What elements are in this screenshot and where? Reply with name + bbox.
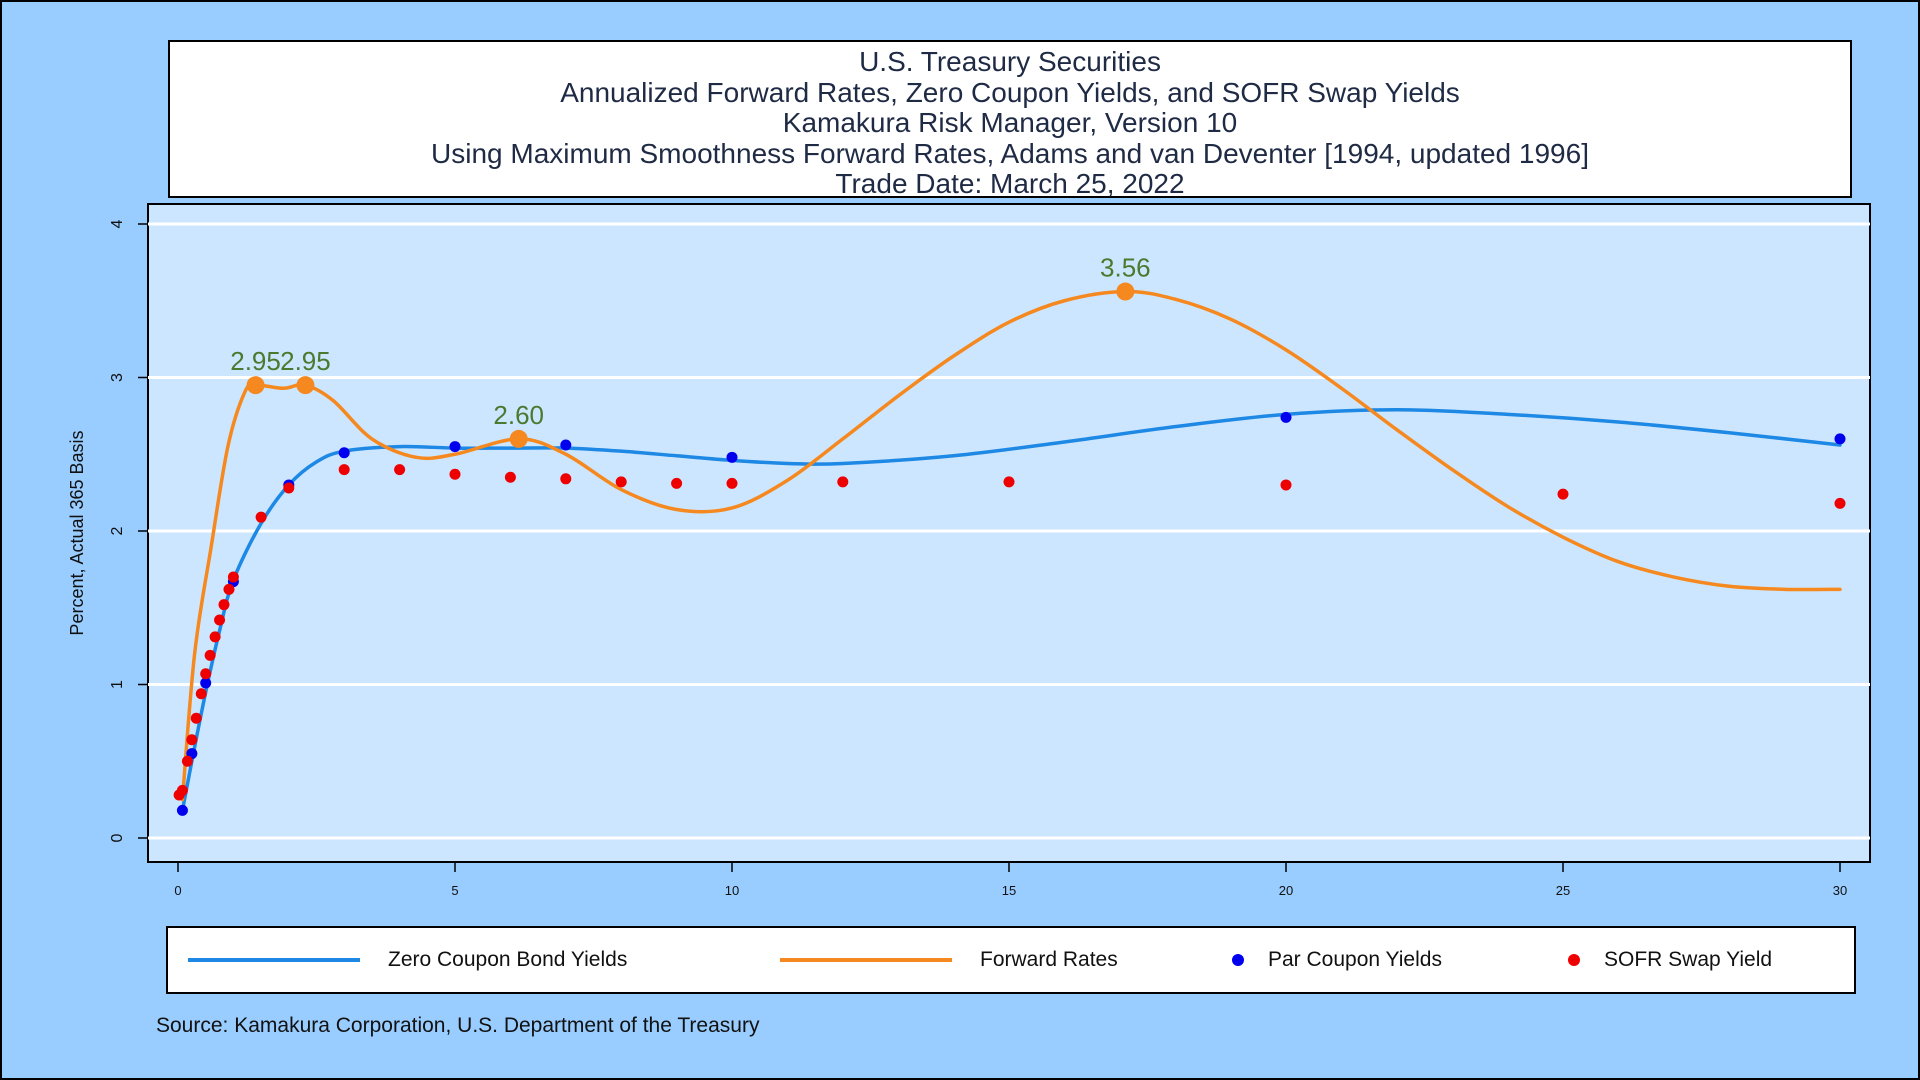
sofr-swap-point <box>1280 479 1292 491</box>
sofr-swap-point <box>394 464 406 476</box>
sofr-swap-point <box>1003 476 1015 488</box>
legend-swatch-forward <box>780 958 952 962</box>
x-tick-label: 30 <box>1833 883 1847 898</box>
y-axis-label: Percent, Actual 365 Basis <box>67 430 87 635</box>
peak-label: 2.60 <box>493 400 544 430</box>
peak-label: 3.56 <box>1100 253 1151 283</box>
par-coupon-point <box>338 447 350 459</box>
par-coupon-point <box>1834 433 1846 445</box>
legend-swatch-zero <box>188 958 360 962</box>
forward-peak-marker <box>1116 282 1135 301</box>
sofr-swap-point <box>615 476 627 488</box>
source-note: Source: Kamakura Corporation, U.S. Depar… <box>156 1014 760 1037</box>
legend-item-sofr: SOFR Swap Yield <box>1568 928 1772 992</box>
plot-area <box>147 203 1871 863</box>
title-line-1: U.S. Treasury Securities <box>859 46 1161 77</box>
x-tick-label: 20 <box>1279 883 1293 898</box>
sofr-swap-point <box>1834 497 1846 509</box>
forward-peak-marker <box>246 376 265 395</box>
sofr-swap-point <box>1557 488 1569 500</box>
sofr-swap-point <box>181 755 193 767</box>
par-coupon-point <box>176 804 188 816</box>
sofr-swap-point <box>283 482 295 494</box>
legend-label-sofr: SOFR Swap Yield <box>1604 948 1773 971</box>
peak-label: 2.95 <box>280 346 331 376</box>
par-coupon-point <box>1280 411 1292 423</box>
legend-label-forward: Forward Rates <box>980 948 1118 971</box>
par-coupon-point <box>200 677 212 689</box>
sofr-swap-point <box>504 471 516 483</box>
x-tick-label: 15 <box>1002 883 1016 898</box>
x-tick-label: 5 <box>451 883 458 898</box>
legend: Zero Coupon Bond Yields Forward Rates Pa… <box>166 926 1856 994</box>
sofr-swap-point <box>200 668 212 680</box>
sofr-swap-point <box>204 649 216 661</box>
y-tick-label: 3 <box>109 373 126 382</box>
x-tick-label: 25 <box>1556 883 1570 898</box>
sofr-swap-point <box>449 468 461 480</box>
par-coupon-point <box>726 451 738 463</box>
sofr-swap-point <box>190 712 202 724</box>
legend-item-forward: Forward Rates <box>780 928 1118 992</box>
x-tick-label: 10 <box>725 883 739 898</box>
title-line-4: Using Maximum Smoothness Forward Rates, … <box>431 137 1589 169</box>
zero-coupon-line <box>180 407 1842 813</box>
forward-peak-marker <box>296 376 315 395</box>
sofr-swap-point <box>195 688 207 700</box>
title-line-2: Annualized Forward Rates, Zero Coupon Yi… <box>560 76 1460 108</box>
title-line-3: Kamakura Risk Manager, Version 10 <box>782 107 1238 138</box>
legend-label-par: Par Coupon Yields <box>1268 948 1442 971</box>
forward-peak-marker <box>509 429 528 448</box>
peak-label: 2.95 <box>230 346 281 376</box>
x-tick-label: 0 <box>174 883 181 898</box>
sofr-swap-point <box>223 583 235 595</box>
sofr-swap-point <box>560 473 572 485</box>
y-tick-label: 0 <box>109 833 126 842</box>
chart-title-box: U.S. Treasury Securities Annualized Forw… <box>168 40 1852 199</box>
sofr-swap-point <box>726 477 738 489</box>
sofr-swap-point <box>837 476 849 488</box>
legend-label-zero: Zero Coupon Bond Yields <box>388 948 628 971</box>
legend-item-zero: Zero Coupon Bond Yields <box>188 928 627 992</box>
title-line-5: Trade Date: March 25, 2022 <box>835 168 1185 199</box>
sofr-swap-point <box>186 734 198 746</box>
sofr-swap-point <box>218 599 230 611</box>
legend-item-par: Par Coupon Yields <box>1232 928 1442 992</box>
sofr-swap-point <box>176 784 188 796</box>
y-tick-label: 1 <box>109 680 126 689</box>
sofr-swap-point <box>214 614 226 626</box>
par-coupon-point <box>560 439 572 451</box>
y-tick-label: 2 <box>109 526 126 535</box>
par-coupon-point <box>449 441 461 453</box>
sofr-swap-point <box>227 571 239 583</box>
sofr-swap-point <box>338 464 350 476</box>
legend-swatch-sofr <box>1568 954 1580 966</box>
legend-swatch-par <box>1232 954 1244 966</box>
sofr-swap-point <box>209 631 221 643</box>
sofr-swap-point <box>255 511 267 523</box>
sofr-swap-point <box>671 477 683 489</box>
y-tick-label: 4 <box>109 219 126 228</box>
